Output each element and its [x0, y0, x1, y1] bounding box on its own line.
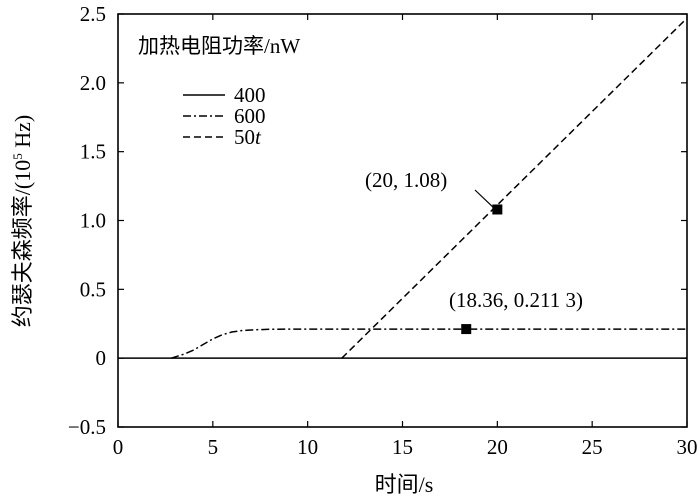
x-tick-label: 5: [208, 435, 219, 459]
legend-label-400: 400: [234, 83, 266, 107]
marker-layer: [461, 189, 503, 335]
plot-frame: [117, 13, 688, 428]
tick-layer: 0 5 10 15 20 25 30 −0.5 0 0.5 1.0 1.5 2.0 2.5: [68, 2, 698, 459]
x-tick-label: 20: [487, 435, 508, 459]
y-axis-title-superscript: 5: [10, 153, 25, 160]
x-axis-title: 时间/s: [375, 472, 434, 497]
x-tick-label: 10: [297, 435, 318, 459]
y-tick-label: 0.5: [80, 277, 106, 301]
series-layer: [118, 17, 688, 359]
y-axis-title-tail: Hz): [10, 115, 35, 153]
legend-label-50t: 50t: [234, 125, 262, 149]
y-tick-label: −0.5: [68, 415, 106, 439]
legend-label-50t-italic: t: [255, 125, 262, 149]
annotation-leader: [474, 189, 494, 208]
annotation-label-20-1.08: (20, 1.08): [365, 168, 447, 192]
annotation-marker-0: [492, 204, 503, 215]
annotation-marker-1: [461, 324, 472, 335]
series-line-50t: [341, 17, 688, 359]
y-axis-title: 约瑟夫森频率/(105 Hz): [10, 115, 35, 327]
y-tick-label: 2.5: [80, 2, 106, 26]
legend-label-600: 600: [234, 104, 266, 128]
y-tick-label: 2.0: [80, 71, 106, 95]
legend-title: 加热电阻功率/nW: [138, 34, 300, 58]
series-line-600: [170, 328, 687, 359]
y-tick-label: 1.5: [80, 140, 106, 164]
x-tick-label: 15: [392, 435, 413, 459]
y-tick-label: 1.0: [80, 209, 106, 233]
y-tick-label: 0: [96, 346, 107, 370]
legend-label-50t-main: 50: [234, 125, 255, 149]
x-tick-label: 25: [582, 435, 603, 459]
x-tick-label: 30: [677, 435, 698, 459]
legend: 加热电阻功率/nW 400 600 50t: [138, 34, 300, 149]
annotation-label-18.36-0.2113: (18.36, 0.211 3): [449, 288, 583, 312]
x-tick-label: 0: [113, 435, 124, 459]
y-axis-title-main: 约瑟夫森频率/(10: [10, 160, 35, 327]
